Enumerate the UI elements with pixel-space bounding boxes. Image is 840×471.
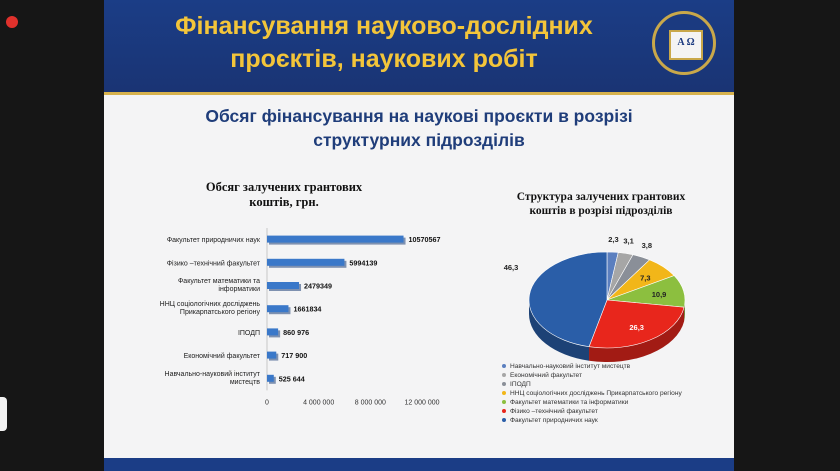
bar-value-label: 525 644: [279, 374, 305, 383]
pie-slice-label: 2,3: [608, 235, 618, 244]
x-tick-label: 8 000 000: [355, 399, 386, 406]
legend-swatch: [502, 400, 506, 405]
bar-category-label: Навчально-науковий інститут мистецтв: [165, 370, 261, 386]
bar-group: Факультет математики та інформатики 247934…: [178, 278, 332, 293]
pie-slice: [588, 299, 685, 349]
bar-value-label: 717 900: [281, 351, 307, 360]
slide-subtitle-line1: Обсяг фінансування на наукові проєкти в …: [205, 106, 633, 126]
pie-chart-title-line2: коштів в розрізі підрозділів: [529, 205, 673, 217]
legend-swatch: [502, 391, 506, 396]
bar-value-label: 10570567: [409, 235, 441, 244]
bar-category-label-line2: Прикарпатського регіону: [180, 308, 261, 316]
pie-chart: 2,3 3,1 3,8 7,310,9 26,3 46,3: [504, 235, 686, 362]
bar-category-label-line1: Факультет природничих наук: [167, 237, 261, 244]
bar-group: Навчально-науковий інститут мистецтв 525 6…: [165, 370, 305, 386]
presentation-slide: Фінансування науково-дослідних проєктів,…: [104, 0, 734, 471]
legend-item: ІПОДП: [502, 380, 732, 389]
bar-chart-title-line1: Обсяг залучених грантових: [205, 180, 363, 194]
bar-category-label: Факультет математики та інформатики: [178, 278, 260, 293]
pie-slice-label: 26,3: [629, 323, 644, 332]
bar-group: ІПОДП 860 976: [238, 328, 309, 338]
bar-category-label-line1: ІПОДП: [238, 330, 260, 337]
bar: [267, 328, 279, 336]
left-margin: [0, 0, 104, 471]
bar-category-label-line2: мистецтв: [230, 379, 260, 386]
legend-label: ІПОДП: [510, 381, 531, 388]
pie-slice: [528, 251, 608, 348]
header-divider: [104, 92, 734, 95]
legend-swatch: [502, 364, 506, 369]
legend-item: Факультет математики та інформатики: [502, 398, 732, 407]
bar-category-label: ННЦ соціологічних досліджень Прикарпатськ…: [160, 300, 261, 316]
bar-category-label-line1: Навчально-науковий інститут: [165, 370, 261, 378]
bar-category-label-line1: Економічний факультет: [184, 352, 261, 360]
slide-title-line2: проєктів, наукових робіт: [230, 45, 538, 73]
legend-label: Факультет математики та інформатики: [510, 399, 629, 406]
university-logo-icon: Α Ω: [652, 11, 716, 75]
slide-title-line1: Фінансування науково-дослідних: [175, 12, 593, 40]
pie-slice-label: 10,9: [652, 290, 667, 299]
bar: [267, 235, 404, 243]
x-tick-label: 12 000 000: [404, 399, 439, 406]
bar-group: ННЦ соціологічних досліджень Прикарпатськ…: [160, 300, 322, 316]
pie-slice-side: [529, 300, 590, 361]
logo-text: Α Ω: [669, 30, 703, 60]
bar-category-label-line2: інформатики: [218, 285, 260, 293]
side-panel-handle[interactable]: [0, 397, 7, 431]
pie-chart-title: Структура залучених грантових коштів в р…: [486, 190, 716, 218]
bar: [267, 374, 274, 382]
bar-category-label-line1: Фізико –технічний факультет: [167, 259, 261, 267]
bar-category-label-line1: Факультет математики та: [178, 278, 260, 285]
legend-label: Факультет природничих наук: [510, 417, 598, 424]
bar: [267, 282, 300, 289]
legend-label: Фізико –технічний факультет: [510, 408, 598, 415]
right-margin: [734, 0, 840, 471]
bar-group: Факультет природничих наук 10570567: [167, 235, 441, 245]
bar-chart-title-line2: коштів, грн.: [249, 195, 319, 209]
record-indicator-icon: [6, 16, 18, 28]
pie-chart-title-line1: Структура залучених грантових: [516, 191, 686, 203]
bar-category-label: Економічний факультет: [184, 352, 261, 360]
bar-value-label: 860 976: [283, 328, 309, 337]
bar-value-label: 2479349: [304, 282, 332, 291]
bar-group: Фізико –технічний факультет 5994139: [167, 258, 377, 268]
x-tick-label: 0: [265, 399, 269, 406]
legend-swatch: [502, 373, 506, 378]
bar-value-label: 1661834: [293, 305, 321, 314]
pie-slice-label: 3,1: [623, 237, 633, 246]
legend-item: Економічний факультет: [502, 371, 732, 380]
legend-item: Навчально-науковий інститут мистецтв: [502, 362, 732, 371]
legend-label: Навчально-науковий інститут мистецтв: [510, 363, 631, 370]
legend-swatch: [502, 418, 506, 423]
legend-item: Фізико –технічний факультет: [502, 407, 732, 416]
legend-label: Економічний факультет: [510, 372, 582, 379]
legend-swatch: [502, 382, 506, 387]
bar: [267, 258, 345, 266]
bar: [267, 305, 289, 313]
pie-slice-label: 46,3: [504, 263, 519, 272]
bar-chart-title: Обсяг залучених грантових коштів, грн.: [164, 180, 404, 210]
legend-item: ННЦ соціологічних досліджень Прикарпатсь…: [502, 389, 732, 398]
slide-header-banner: Фінансування науково-дослідних проєктів,…: [104, 0, 734, 92]
pie-slice-label: 7,3: [640, 273, 650, 282]
slide-title: Фінансування науково-дослідних проєктів,…: [104, 10, 664, 76]
bar-group: Економічний факультет 717 900: [184, 351, 307, 361]
bar: [267, 351, 277, 359]
pie-legend: Навчально-науковий інститут мистецтв Екон…: [502, 362, 732, 425]
bar-category-label: Факультет природничих наук: [167, 237, 261, 244]
legend-label: ННЦ соціологічних досліджень Прикарпатсь…: [510, 390, 682, 397]
bar-category-label: Фізико –технічний факультет: [167, 259, 261, 267]
bar-category-label: ІПОДП: [238, 330, 260, 337]
bar-chart: Факультет природничих наук 10570567 Фізико…: [160, 228, 441, 406]
bar-value-label: 5994139: [349, 258, 377, 267]
pie-slice-label: 3,8: [642, 241, 652, 250]
legend-swatch: [502, 409, 506, 414]
x-tick-label: 4 000 000: [303, 399, 334, 406]
slide-subtitle: Обсяг фінансування на наукові проєкти в …: [104, 104, 734, 152]
slide-footer-bar: [104, 458, 734, 471]
slide-subtitle-line2: структурних підрозділів: [313, 130, 525, 150]
bar-category-label-line1: ННЦ соціологічних досліджень: [160, 300, 261, 308]
legend-item: Факультет природничих наук: [502, 416, 732, 425]
